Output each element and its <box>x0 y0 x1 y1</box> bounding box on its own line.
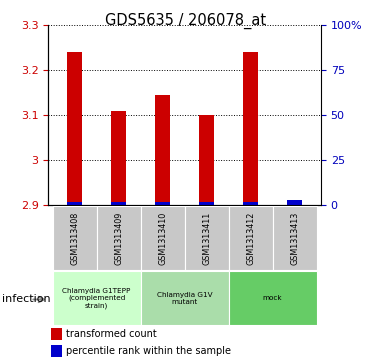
Text: transformed count: transformed count <box>66 329 157 339</box>
Bar <box>111 201 126 205</box>
Bar <box>273 206 316 270</box>
Text: GSM1313409: GSM1313409 <box>114 211 123 265</box>
Bar <box>229 271 316 325</box>
Bar <box>199 115 214 205</box>
Text: GSM1313408: GSM1313408 <box>70 212 79 265</box>
Text: GSM1313412: GSM1313412 <box>246 211 255 265</box>
Text: GDS5635 / 206078_at: GDS5635 / 206078_at <box>105 13 266 29</box>
Bar <box>96 206 141 270</box>
Text: GSM1313411: GSM1313411 <box>202 212 211 265</box>
Bar <box>185 206 229 270</box>
Bar <box>155 201 170 205</box>
Bar <box>51 328 62 340</box>
Text: infection: infection <box>2 294 50 305</box>
Bar <box>243 201 258 205</box>
Bar <box>199 201 214 205</box>
Text: mock: mock <box>263 295 282 301</box>
Bar <box>141 271 229 325</box>
Bar <box>229 206 273 270</box>
Bar <box>67 201 82 205</box>
Text: percentile rank within the sample: percentile rank within the sample <box>66 346 231 356</box>
Text: GSM1313413: GSM1313413 <box>290 212 299 265</box>
Bar <box>141 206 185 270</box>
Bar <box>287 200 302 205</box>
Bar <box>67 52 82 205</box>
Bar <box>53 271 141 325</box>
Bar <box>53 206 96 270</box>
Text: Chlamydia G1V
mutant: Chlamydia G1V mutant <box>157 291 212 305</box>
Text: GSM1313410: GSM1313410 <box>158 212 167 265</box>
Text: Chlamydia G1TEPP
(complemented
strain): Chlamydia G1TEPP (complemented strain) <box>62 287 131 309</box>
Bar <box>51 345 62 357</box>
Bar <box>155 95 170 205</box>
Bar <box>111 111 126 205</box>
Bar <box>243 52 258 205</box>
